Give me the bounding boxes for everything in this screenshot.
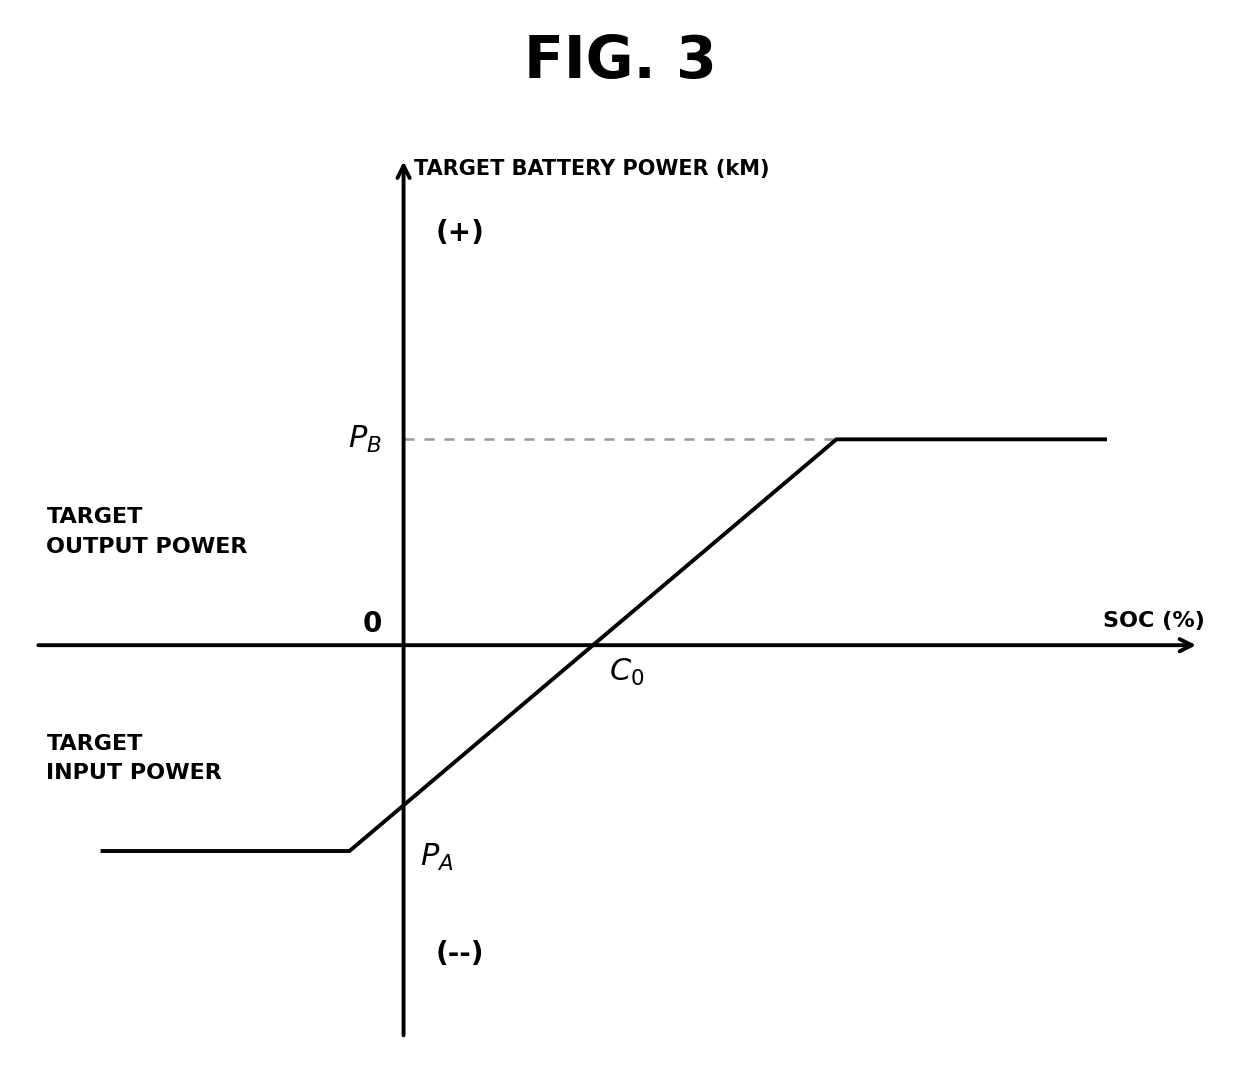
Text: FIG. 3: FIG. 3 [523, 33, 717, 89]
Text: $P_B$: $P_B$ [348, 424, 382, 455]
Text: TARGET
OUTPUT POWER: TARGET OUTPUT POWER [46, 507, 248, 557]
Text: SOC (%): SOC (%) [1102, 611, 1204, 631]
Text: TARGET BATTERY POWER (kM): TARGET BATTERY POWER (kM) [414, 159, 770, 178]
Text: $C_0$: $C_0$ [609, 656, 645, 688]
Text: (+): (+) [436, 220, 485, 247]
Text: 0: 0 [362, 609, 382, 638]
Text: TARGET
INPUT POWER: TARGET INPUT POWER [46, 733, 222, 783]
Text: (--): (--) [436, 940, 485, 968]
Text: $P_A$: $P_A$ [420, 842, 454, 873]
